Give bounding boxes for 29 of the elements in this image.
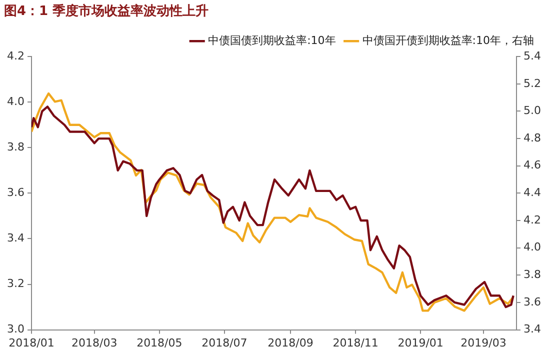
x-tick-label: 2018/07 xyxy=(202,336,248,350)
y2-tick-label: 4.4 xyxy=(524,186,542,200)
y2-tick-label: 3.4 xyxy=(524,322,542,336)
x-tick-label: 2018/11 xyxy=(332,336,378,350)
legend-label: 中债国债到期收益率:10年 xyxy=(208,34,336,47)
y2-tick-label: 5.0 xyxy=(524,104,542,118)
legend-label: 中债国开债到期收益率:10年，右轴 xyxy=(362,34,534,47)
y-tick-label: 3.2 xyxy=(6,277,24,290)
y-tick-label: 3.4 xyxy=(6,232,24,245)
x-tick-label: 2018/09 xyxy=(268,336,314,350)
y2-tick-label: 4.8 xyxy=(524,131,542,144)
y2-tick-label: 3.8 xyxy=(524,268,542,282)
x-tick-label: 2019/01 xyxy=(398,336,444,350)
y-tick-label: 3.0 xyxy=(6,322,24,336)
x-tick-label: 2018/01 xyxy=(8,336,54,350)
y-tick-label: 4.0 xyxy=(6,94,24,108)
y-tick-label: 4.2 xyxy=(6,49,24,62)
y2-tick-label: 4.6 xyxy=(524,158,542,172)
y2-tick-label: 5.4 xyxy=(524,49,542,62)
x-tick-label: 2018/03 xyxy=(72,336,118,350)
x-tick-label: 2019/03 xyxy=(460,336,506,350)
chart-title: 图4：1 季度市场收益率波动性上升 xyxy=(4,3,209,20)
y2-tick-label: 3.6 xyxy=(524,295,542,308)
y2-tick-label: 4.0 xyxy=(524,240,542,254)
y2-tick-label: 5.2 xyxy=(524,76,542,90)
x-tick-label: 2018/05 xyxy=(136,336,182,350)
y2-tick-label: 4.2 xyxy=(524,213,542,226)
y-tick-label: 3.8 xyxy=(6,140,24,154)
y-tick-label: 3.6 xyxy=(6,186,24,200)
